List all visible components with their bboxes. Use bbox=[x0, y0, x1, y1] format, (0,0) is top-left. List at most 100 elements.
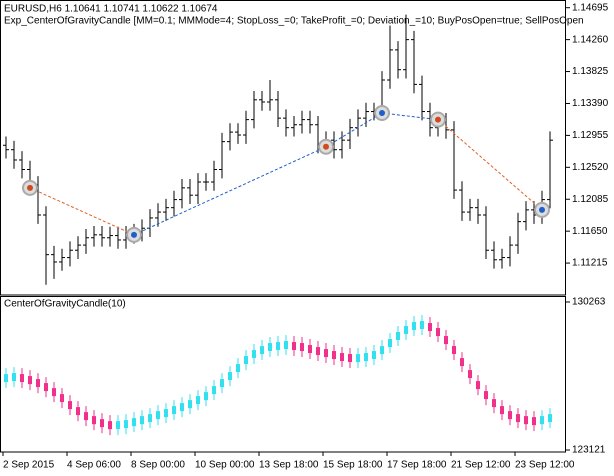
candle-body bbox=[356, 354, 360, 363]
candle-body bbox=[380, 346, 384, 355]
candle-body bbox=[20, 374, 24, 383]
y-tick-label: 123121 bbox=[572, 445, 606, 456]
candle-body bbox=[204, 392, 208, 401]
candle-body bbox=[140, 416, 144, 425]
candle-body bbox=[196, 396, 200, 405]
deal-marker bbox=[435, 116, 441, 123]
candle-body bbox=[260, 346, 264, 355]
candle-body bbox=[228, 372, 232, 381]
candle-body bbox=[340, 353, 344, 362]
candle-body bbox=[284, 341, 288, 350]
candle-body bbox=[316, 347, 320, 356]
candle-body bbox=[92, 416, 96, 425]
candle-body bbox=[116, 421, 120, 430]
candle-body bbox=[500, 406, 504, 415]
candle-body bbox=[244, 356, 248, 365]
y-tick-label: 1.11650 bbox=[572, 226, 608, 237]
candle-body bbox=[124, 420, 128, 429]
candle-body bbox=[148, 414, 152, 423]
symbol-header: EURUSD,H6 1.10641 1.10741 1.10622 1.1067… bbox=[4, 4, 218, 15]
candle-body bbox=[508, 411, 512, 420]
deal-marker bbox=[539, 206, 545, 213]
y-tick-label: 1.12520 bbox=[572, 162, 609, 173]
y-tick-label: 1.12955 bbox=[572, 130, 609, 141]
x-tick-label: 10 Sep 00:00 bbox=[195, 460, 255, 471]
candle-body bbox=[76, 407, 80, 416]
candle-body bbox=[436, 328, 440, 337]
candle-body bbox=[292, 342, 296, 351]
candle-body bbox=[404, 326, 408, 335]
deal-link bbox=[381, 112, 439, 121]
candle-body bbox=[420, 321, 424, 330]
candle-body bbox=[276, 342, 280, 351]
y-tick-label: 1.14260 bbox=[572, 34, 609, 45]
candle-body bbox=[60, 394, 64, 403]
candle-body bbox=[12, 373, 16, 382]
y-tick-label: 1.13825 bbox=[572, 66, 609, 77]
x-tick-label: 15 Sep 18:00 bbox=[323, 460, 383, 471]
candle-body bbox=[300, 343, 304, 352]
candle-body bbox=[484, 391, 488, 400]
x-tick-label: 4 Sep 06:00 bbox=[67, 460, 121, 471]
candle-body bbox=[532, 417, 536, 426]
candle-body bbox=[364, 353, 368, 362]
indicator-title: CenterOfGravityCandle(10) bbox=[4, 299, 126, 310]
candle-body bbox=[188, 400, 192, 409]
candle-body bbox=[180, 403, 184, 412]
x-tick-label: 2 Sep 2015 bbox=[3, 460, 55, 471]
candle-body bbox=[172, 406, 176, 415]
deal-link bbox=[437, 119, 543, 211]
deal-marker bbox=[323, 143, 329, 150]
candle-body bbox=[36, 379, 40, 388]
candle-body bbox=[524, 416, 528, 425]
deal-marker bbox=[379, 110, 385, 117]
candle-body bbox=[164, 409, 168, 418]
candle-body bbox=[212, 386, 216, 395]
candle-body bbox=[236, 364, 240, 373]
candle-body bbox=[412, 322, 416, 331]
deal-link bbox=[29, 187, 135, 236]
x-tick-label: 17 Sep 18:00 bbox=[387, 460, 447, 471]
candle-body bbox=[52, 388, 56, 397]
candle-body bbox=[252, 350, 256, 359]
candle-body bbox=[28, 376, 32, 385]
main-panel bbox=[0, 0, 566, 296]
candle-body bbox=[444, 336, 448, 345]
candle-body bbox=[516, 414, 520, 423]
candle-body bbox=[452, 346, 456, 355]
candle-body bbox=[468, 370, 472, 379]
candle-body bbox=[396, 332, 400, 341]
candle-body bbox=[348, 354, 352, 363]
candle-body bbox=[44, 383, 48, 392]
candle-body bbox=[476, 381, 480, 390]
y-tick-label: 130263 bbox=[572, 297, 606, 308]
x-tick-label: 13 Sep 18:00 bbox=[259, 460, 319, 471]
y-tick-label: 1.12085 bbox=[572, 194, 609, 205]
candle-body bbox=[540, 416, 544, 425]
candle-body bbox=[308, 345, 312, 354]
deal-marker bbox=[131, 231, 137, 238]
y-tick-label: 1.13390 bbox=[572, 98, 609, 109]
candle-body bbox=[492, 399, 496, 408]
candle-body bbox=[388, 339, 392, 348]
deal-link bbox=[325, 112, 383, 148]
candle-body bbox=[372, 351, 376, 360]
x-tick-label: 21 Sep 12:00 bbox=[451, 460, 511, 471]
y-tick-label: 1.11215 bbox=[572, 258, 608, 269]
candle-body bbox=[332, 351, 336, 360]
candle-body bbox=[132, 418, 136, 427]
candle-body bbox=[108, 421, 112, 430]
candle-body bbox=[220, 379, 224, 388]
deal-marker bbox=[27, 184, 33, 191]
candle-body bbox=[156, 411, 160, 420]
candle-body bbox=[268, 343, 272, 352]
candle-body bbox=[460, 358, 464, 367]
deal-link bbox=[133, 146, 327, 236]
candle-body bbox=[4, 374, 8, 383]
candle-body bbox=[84, 412, 88, 421]
indicator-panel bbox=[0, 296, 566, 453]
y-tick-label: 1.14695 bbox=[572, 2, 609, 13]
x-tick-label: 8 Sep 00:00 bbox=[131, 460, 185, 471]
candle-body bbox=[100, 419, 104, 428]
